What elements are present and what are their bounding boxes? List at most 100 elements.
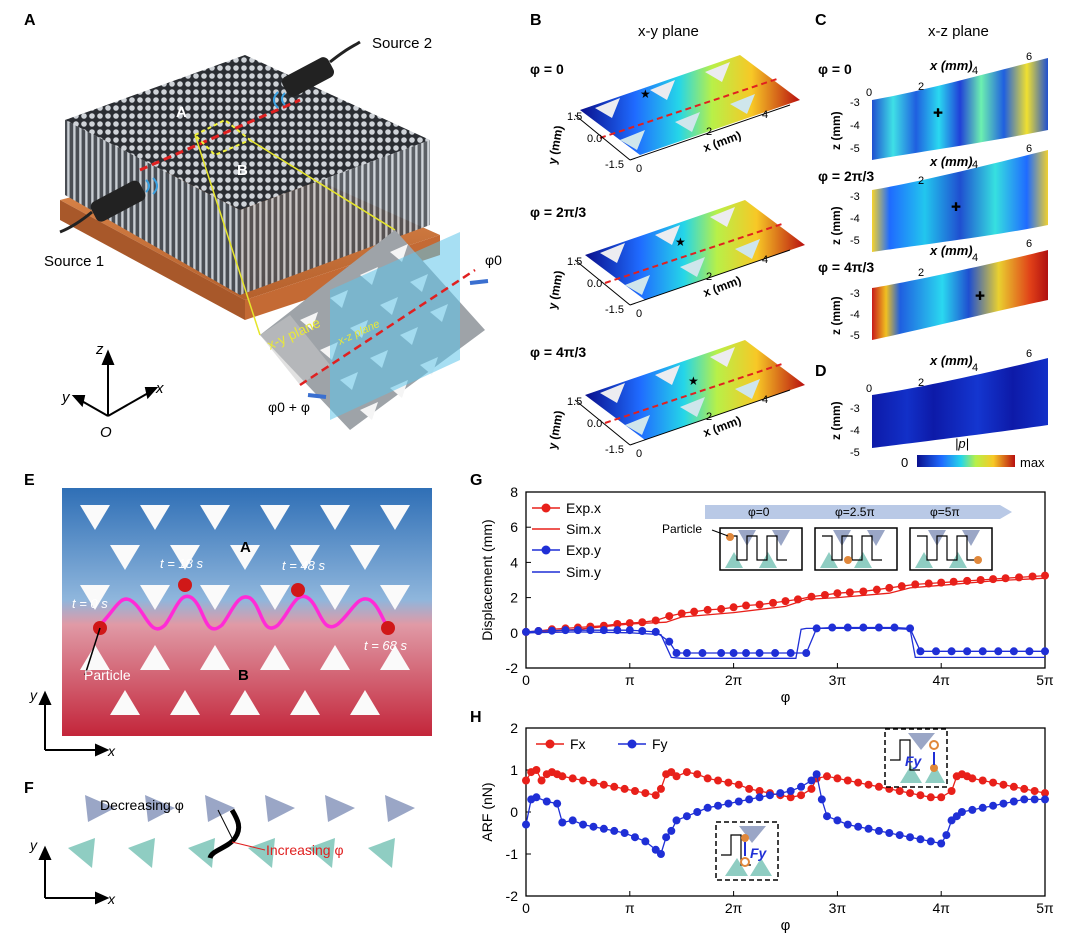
data-point (924, 579, 933, 588)
data-point (638, 618, 647, 627)
y-tick-label: 4 (510, 554, 518, 570)
panel-c-xtick: 6 (1026, 51, 1032, 63)
data-point (989, 801, 998, 810)
panel-d-xtick: 6 (1026, 348, 1032, 360)
data-point (885, 829, 894, 837)
panel-c-ztick: -3 (850, 97, 860, 109)
panel-b-ytick: -1.5 (605, 304, 624, 316)
legend-label: Sim.x (566, 521, 601, 537)
data-point (802, 649, 811, 658)
data-point (833, 774, 842, 783)
panel-d-zlabel: z (mm) (829, 401, 843, 440)
y-tick-label: 1 (510, 762, 518, 778)
panel-e-time-68: t = 68 s (364, 638, 407, 653)
svg-text:✚: ✚ (951, 200, 961, 214)
data-point (989, 778, 998, 787)
data-point (1009, 647, 1018, 656)
zoom-line (194, 134, 261, 336)
plot-frame (525, 727, 1046, 897)
data-point (599, 780, 608, 789)
data-point (978, 647, 987, 656)
panel-a-source-2: Source 2 (372, 35, 432, 52)
chart-g-inset (705, 505, 1012, 571)
panel-c-xtick: 2 (918, 267, 924, 279)
data-point (610, 826, 619, 835)
data-point (926, 837, 935, 846)
data-point (833, 589, 842, 598)
svg-text:✚: ✚ (975, 289, 985, 303)
panel-c-ztick: -4 (850, 213, 860, 225)
panel-c-zlabel-3: z (mm) (829, 296, 843, 335)
panel-d-xtick: 4 (972, 362, 978, 374)
panel-c-xtick: 0 (866, 87, 872, 99)
panel-d-cb-min: 0 (901, 455, 908, 470)
source-2-transducer (273, 40, 361, 109)
data-point (864, 780, 873, 789)
panel-a-source-1: Source 1 (44, 253, 104, 270)
panel-c-xtick: 4 (972, 65, 978, 77)
x-tick-label: 4π (932, 900, 950, 916)
panel-b-xtick: 4 (762, 109, 768, 121)
legend-marker (541, 503, 551, 513)
data-point (742, 601, 751, 610)
data-point (911, 580, 920, 589)
data-point (823, 812, 832, 821)
data-point (828, 623, 837, 632)
copper-base-side (60, 200, 245, 320)
data-point (755, 787, 764, 795)
axis-origin-label: O (100, 424, 112, 441)
chart-g-inset-particle: Particle (662, 522, 702, 536)
panel-b: ★ ★ ★ (574, 55, 805, 446)
data-point (786, 649, 795, 658)
x-tick-label: π (625, 672, 635, 688)
data-point (937, 793, 946, 802)
data-point (651, 791, 660, 800)
axes-triad (71, 349, 159, 417)
data-point (769, 598, 778, 607)
data-point (532, 766, 541, 774)
data-point (568, 774, 577, 783)
chart-g-inset-phase-2: φ=5π (930, 505, 960, 519)
legend-label: Sim.y (566, 564, 601, 580)
panel-c-ticks: 0 2 4 6 -3 -4 -5 2 4 6 -3 -4 -5 2 4 6 -3… (850, 51, 1032, 342)
axis-z-label: z (95, 341, 104, 358)
data-point (843, 820, 852, 829)
data-point (895, 787, 904, 795)
data-point (703, 605, 712, 614)
panel-f-increasing: Increasing φ (266, 842, 344, 858)
data-point (817, 795, 826, 804)
x-tick-label: 4π (932, 672, 950, 688)
particle-markers (93, 578, 395, 635)
panel-e-pillars (80, 505, 410, 715)
y-tick-label: 2 (510, 590, 518, 606)
data-point (874, 826, 883, 835)
data-point (1030, 787, 1039, 795)
chart-h-inset-2-label: Fy (750, 845, 768, 861)
data-point (859, 623, 868, 632)
data-point (641, 789, 650, 798)
data-point (978, 803, 987, 812)
xy-plane-overlay (260, 315, 330, 385)
data-point (854, 778, 863, 787)
xz-plane-overlay (330, 232, 460, 420)
data-point (589, 778, 598, 787)
legend-label: Fx (570, 736, 586, 752)
x-tick-label: 5π (1036, 900, 1054, 916)
data-point (978, 776, 987, 785)
plot-frame (525, 491, 1046, 669)
chart-h-inset-1 (884, 728, 948, 788)
data-point (1009, 782, 1018, 791)
panel-e-time-0: t = 0 s (72, 596, 108, 611)
data-point (690, 607, 699, 616)
chart-h-inset-2 (715, 821, 779, 881)
chart-h: 0 π 2π 3π 4π 5π -2 -1 0 1 2 φ ARF (nN) Fx Fy (479, 720, 1054, 933)
panel-c-zlabel-2: z (mm) (829, 206, 843, 245)
data-point (771, 649, 780, 658)
x-tick-label: 2π (725, 900, 743, 916)
data-point (807, 776, 816, 785)
panel-c-xlabel-2: x (mm) (929, 154, 973, 169)
panel-b-xtick: 4 (762, 254, 768, 266)
panel-b-title: x-y plane (638, 23, 699, 40)
x-tick-label: 0 (522, 900, 530, 916)
